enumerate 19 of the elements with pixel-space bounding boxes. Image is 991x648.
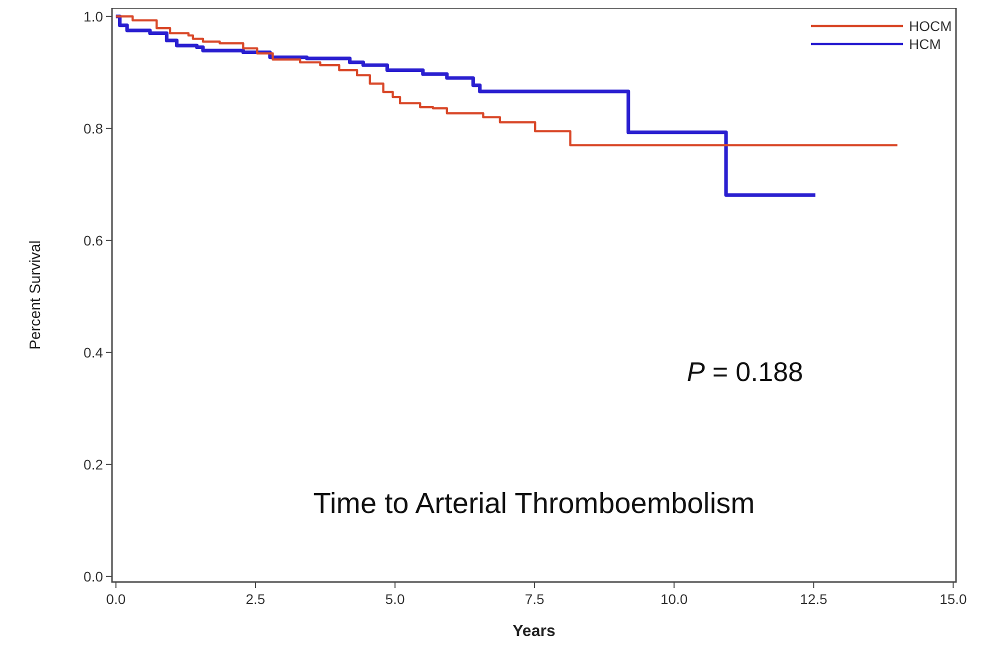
text: HOCM [909,18,952,34]
x-tick-label: 0.0 [106,591,126,607]
x-tick-label: 12.5 [800,591,828,607]
x-tick-label: 15.0 [940,591,968,607]
y-tick-label: 0.6 [84,232,104,248]
annotation: Time to Arterial Thromboembolism [313,488,755,520]
x-tick-label: 10.0 [660,591,688,607]
y-tick-label: 1.0 [84,8,104,24]
x-axis-title: Years [512,623,556,640]
y-axis-title: Percent Survival [27,240,44,350]
x-tick-label: 2.5 [246,591,266,607]
y-tick-label: 0.4 [84,344,104,360]
annotation: P = 0.188 [686,357,804,388]
y-tick-label: 0.0 [84,568,104,584]
x-tick-label: 5.0 [385,591,405,607]
y-tick-label: 0.2 [84,456,104,472]
x-tick-label: 7.5 [524,591,544,607]
y-tick-label: 0.8 [84,120,104,136]
text: HCM [909,36,941,52]
